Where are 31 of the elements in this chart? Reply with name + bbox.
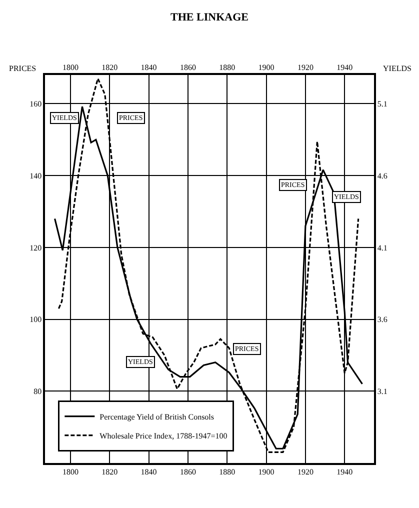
x-tick-label: 1820: [102, 63, 118, 72]
x-tick-label: 1800: [62, 63, 78, 72]
y2-axis-title: YIELDS: [383, 64, 412, 73]
x2-tick-label: 1840: [140, 467, 157, 476]
x-tick-label: 1900: [258, 63, 274, 72]
x2-tick-label: 1940: [336, 467, 353, 476]
x-tick-label: 1840: [140, 63, 157, 72]
legend-label: Wholesale Price Index, 1788-1947=100: [100, 431, 228, 440]
y-tick-label: 160: [30, 100, 42, 109]
y-axis-title: PRICES: [9, 64, 36, 73]
x-tick-label: 1860: [180, 63, 196, 72]
y2-tick-label: 4.1: [377, 243, 388, 252]
legend-label: Percentage Yield of British Consols: [100, 412, 214, 422]
x2-tick-label: 1880: [219, 467, 236, 476]
x2-tick-label: 1820: [102, 467, 118, 476]
y2-tick-label: 5.1: [377, 100, 388, 109]
x2-tick-label: 1800: [62, 467, 78, 476]
y-tick-label: 140: [30, 171, 42, 180]
x2-tick-label: 1920: [297, 467, 314, 476]
chart-title: THE LINKAGE: [170, 11, 248, 24]
y-tick-label: 100: [30, 315, 42, 324]
y2-tick-label: 4.6: [377, 171, 388, 180]
x-tick-label: 1880: [219, 63, 236, 72]
y-tick-label: 80: [34, 386, 42, 396]
y2-tick-label: 3.1: [377, 386, 388, 396]
x2-tick-label: 1900: [258, 467, 274, 476]
y2-tick-label: 3.6: [377, 315, 388, 324]
x-tick-label: 1920: [297, 63, 314, 72]
x-tick-label: 1940: [336, 63, 353, 72]
x2-tick-label: 1860: [180, 467, 196, 476]
y-tick-label: 120: [30, 243, 42, 252]
